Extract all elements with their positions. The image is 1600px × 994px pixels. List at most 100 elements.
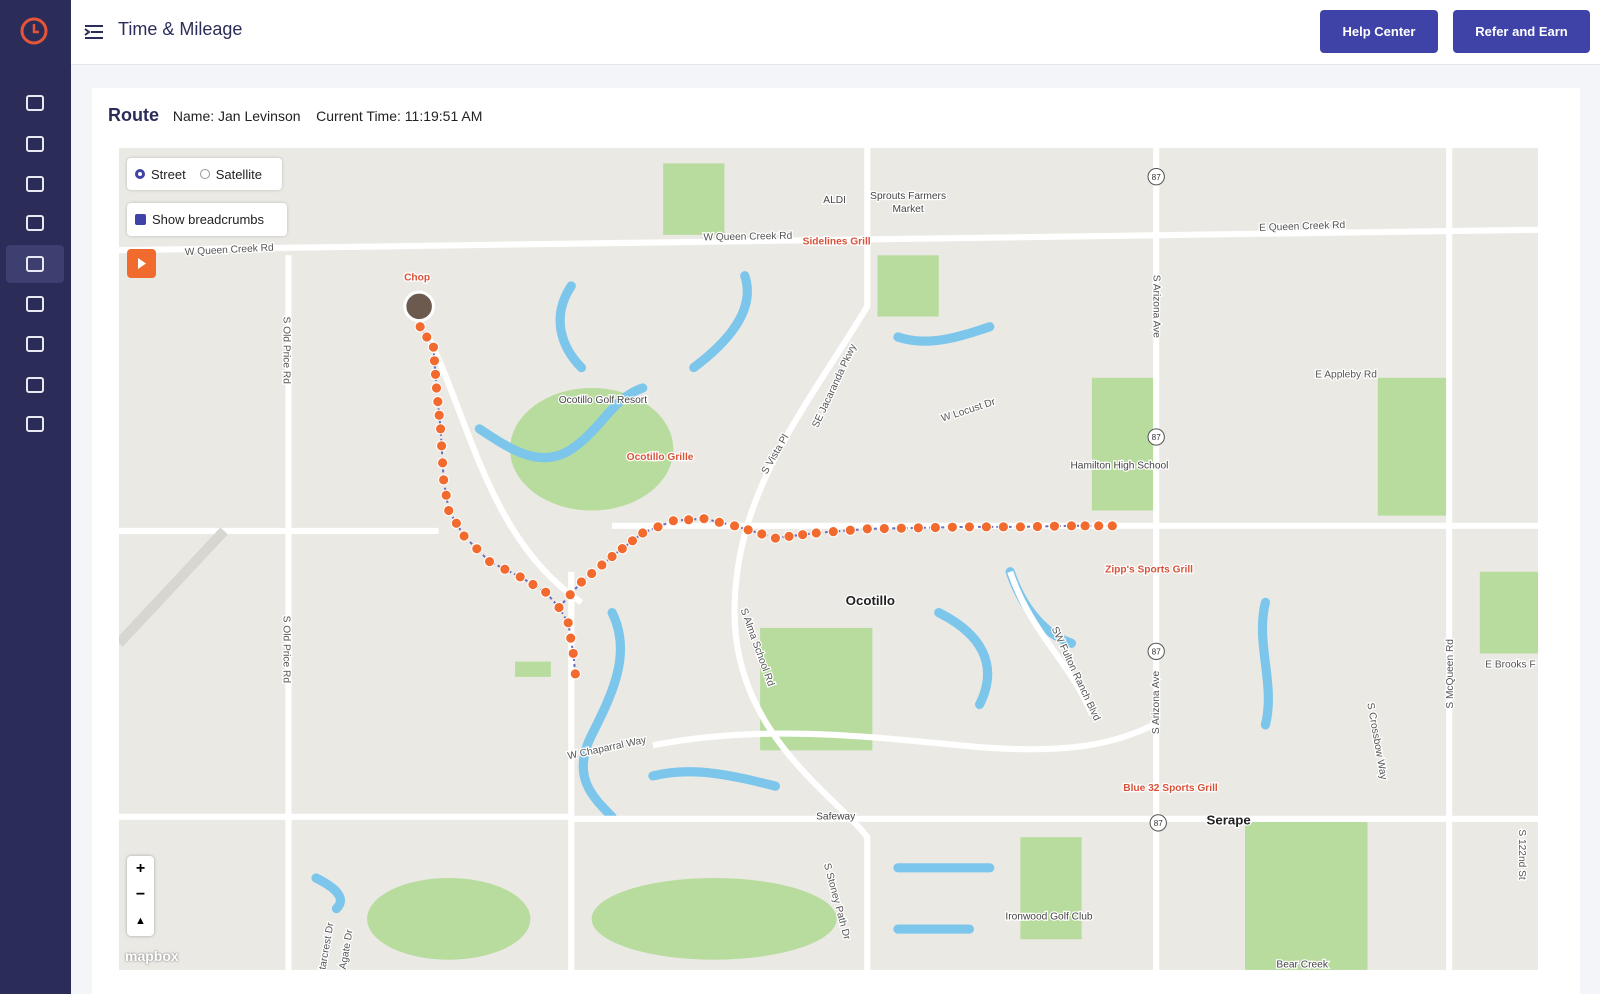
breadcrumb-dot [756,528,768,540]
radio-satellite[interactable] [199,169,210,179]
option-satellite[interactable]: Satellite [215,166,262,182]
breadcrumb-dot [565,632,577,644]
map-label: Sidelines Grill [803,237,871,248]
map-label: S Old Price Rd [281,317,292,385]
breadcrumb-dot [564,589,576,601]
shield-label: 87 [1152,648,1162,657]
breadcrumb-panel: Show breadcrumbs [127,203,287,236]
breadcrumb-dot [432,396,444,408]
breadcrumb-dot [443,504,455,517]
nav-icon[interactable] [22,411,48,437]
map-label: E Brooks F [1485,659,1535,670]
breadcrumb-dot [728,520,741,532]
breadcrumb-dot [569,668,581,680]
breadcrumb-dot [527,578,539,591]
zoom-out[interactable]: − [135,886,146,903]
breadcrumb-dot [713,516,725,528]
route-shield [1149,814,1167,832]
driver-avatar[interactable] [403,290,435,323]
nav-icon[interactable] [22,131,48,157]
menu-icon[interactable] [83,23,105,41]
breadcrumb-dot [433,409,445,421]
breadcrumb-dot [435,440,448,452]
breadcrumb-toggle[interactable]: Show breadcrumbs [152,212,264,227]
map-label: Chop [404,272,430,283]
map-label: Ocotillo Grille [627,452,694,463]
breadcrumb-dot [769,532,782,544]
map-label: S Old Price Rd [281,616,292,684]
breadcrumb-dot [438,474,450,486]
page-title: Time & Mileage [118,19,243,39]
breadcrumb-dot [698,513,710,525]
breadcrumb-dot [980,521,993,533]
breadcrumb-dot [483,555,496,568]
checkbox[interactable] [135,214,146,225]
radio-street[interactable] [135,169,145,179]
breadcrumb-dot [637,527,649,539]
compass[interactable]: ▲ [135,915,146,927]
breadcrumb-dot [499,563,511,575]
breadcrumb-dot [428,355,441,367]
breadcrumb-dot [827,525,839,538]
map-label: S 122nd St [1516,829,1527,880]
layer-panel: Street Satellite [127,158,282,190]
breadcrumb-dot [946,521,958,533]
breadcrumb-dot [567,647,579,660]
nav-icon[interactable] [22,90,48,116]
breadcrumb-dot [878,522,890,535]
map-label: S McQueen Rd [1445,639,1456,709]
map-label: W Queen Creek Rd [703,231,792,244]
map-label: Market [893,204,924,215]
name: Jan Levinson [218,108,301,124]
map-canvas[interactable]: W Queen Creek RdW Queen Creek Rd Sideline… [119,148,1538,970]
parks [367,163,1538,970]
breadcrumb-dot [783,530,795,542]
route-shield [1147,168,1165,186]
nav-icon[interactable] [22,171,48,197]
sidebar [0,0,71,994]
breadcrumb-dot [458,530,470,542]
play-button[interactable] [127,249,156,278]
nav-icon[interactable] [6,245,64,284]
map-label: Serape [1207,812,1251,827]
zoom-in[interactable]: + [135,860,146,877]
breadcrumb-dot [436,457,449,469]
route-shield [1147,642,1165,661]
breadcrumb-dot [912,522,924,534]
attribution[interactable]: mapbox [125,948,179,964]
map-label: ALDI [823,195,846,206]
shield-label: 87 [1152,433,1162,442]
breadcrumb-dot [434,423,447,435]
breadcrumb-dot [683,514,695,526]
map-label: Hamilton High School [1070,460,1168,471]
breadcrumb-dot [450,517,463,529]
route-shield [1147,428,1165,446]
nav-icon[interactable] [22,331,48,357]
map[interactable]: W Queen Creek Rd W Queen Creek Rd Sideline… [119,148,1538,970]
map-label: Sprouts Farmers [870,191,946,202]
logo [20,17,48,45]
name-label: Name: [172,108,215,124]
map-label: S Arizona Ave [1151,275,1162,339]
option-street[interactable]: Street [151,166,186,182]
breadcrumb-dot [810,527,822,539]
map-label: Ocotillo [846,593,895,608]
breadcrumb-dot [616,543,628,555]
nav-icon[interactable] [22,372,48,398]
breadcrumb-dot [997,521,1010,533]
breadcrumb-dot [667,515,679,527]
nav-icon[interactable] [22,210,48,236]
breadcrumb-dot [963,521,975,533]
nav-icon[interactable] [22,291,48,317]
breadcrumb-dot [929,521,941,534]
breadcrumb-dot [1014,521,1027,533]
breadcrumb-dot [1079,520,1091,532]
help-button[interactable]: Help Center [1320,10,1438,53]
refer-button[interactable]: Refer and Earn [1453,10,1590,53]
breadcrumb-dot [1093,520,1105,532]
breadcrumb-dot [429,368,442,381]
breadcrumbs [414,321,1118,680]
breadcrumb-dot [1065,520,1078,532]
breadcrumb-dot [1048,520,1061,532]
